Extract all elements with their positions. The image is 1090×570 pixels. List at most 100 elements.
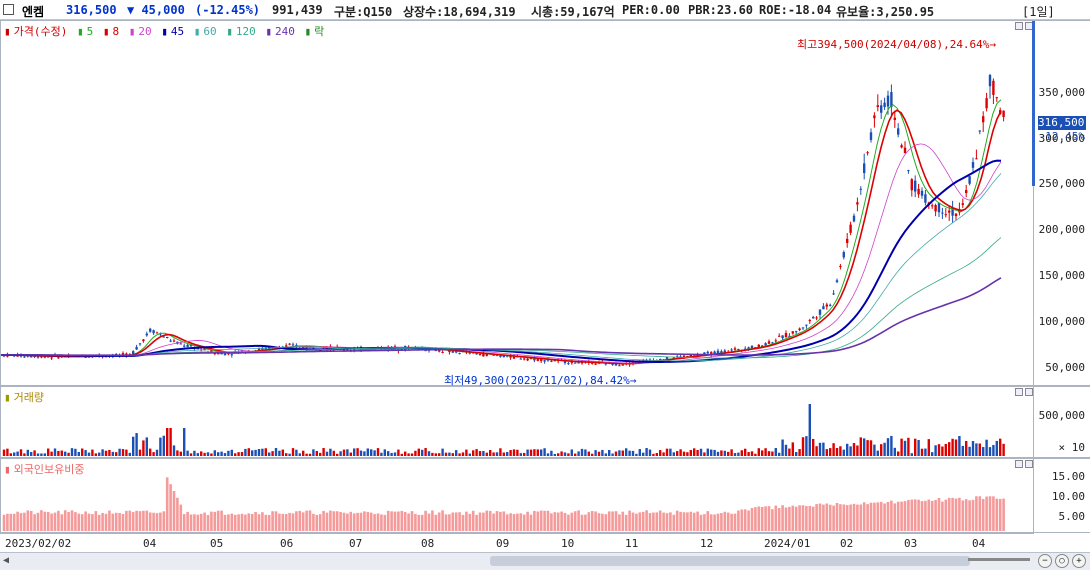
price-chart[interactable] xyxy=(1,21,1033,385)
foreign-bar xyxy=(924,500,927,531)
volume-bar xyxy=(234,453,237,456)
candle-body xyxy=(992,80,995,95)
legend-lock[interactable]: 락 xyxy=(314,25,325,38)
foreign-maximize-icon[interactable] xyxy=(1025,460,1033,468)
foreign-bar xyxy=(648,513,652,531)
foreign-bar xyxy=(70,510,74,531)
volume-bar xyxy=(716,451,720,456)
volume-bar xyxy=(920,448,924,456)
panel-minimize-icon[interactable] xyxy=(1015,22,1023,30)
foreign-chart[interactable] xyxy=(1,459,1033,532)
per-value: PER:0.00 xyxy=(622,3,680,17)
legend-ma5[interactable]: 5 xyxy=(86,25,94,38)
foreign-bar xyxy=(172,491,176,531)
foreign-bar xyxy=(937,498,941,531)
volume-bar xyxy=(506,452,509,456)
volume-bar xyxy=(434,453,437,456)
x-label: 08 xyxy=(421,537,435,550)
candle-body xyxy=(907,170,910,172)
foreign-bar xyxy=(74,512,77,531)
candle-body xyxy=(482,352,485,357)
stock-name[interactable]: 엔켐 xyxy=(22,5,45,19)
foreign-bar xyxy=(233,514,237,531)
period-selector[interactable]: [1일] xyxy=(1022,5,1055,19)
horizontal-scrollbar[interactable] xyxy=(490,556,970,566)
candle-body xyxy=(33,356,36,358)
zoom-out-icon[interactable]: − xyxy=(1038,554,1052,568)
foreign-bar xyxy=(822,504,825,531)
candle-body xyxy=(713,351,716,354)
price-change: ▼ 45,000 xyxy=(127,3,185,17)
candle-body xyxy=(135,346,138,350)
candle-body xyxy=(577,361,580,364)
legend-ma8[interactable]: 8 xyxy=(112,25,120,38)
legend-ma45[interactable]: 45 xyxy=(170,25,185,38)
select-checkbox[interactable] xyxy=(3,4,14,15)
volume-minimize-icon[interactable] xyxy=(1015,388,1023,396)
volume-maximize-icon[interactable] xyxy=(1025,388,1033,396)
candle-body xyxy=(257,348,261,351)
foreign-bar xyxy=(737,510,740,531)
candle-body xyxy=(495,354,499,356)
zoom-slider[interactable] xyxy=(968,558,1030,561)
legend-ma240[interactable]: 240 xyxy=(274,25,295,38)
float-ratio: 유보율:3,250.95 xyxy=(836,5,935,19)
foreign-bar xyxy=(764,506,767,531)
candle-body xyxy=(859,188,862,190)
legend-ma120[interactable]: 120 xyxy=(235,25,256,38)
volume-bar xyxy=(274,448,278,456)
volume-bar xyxy=(149,448,152,456)
foreign-legend-label[interactable]: 외국인보유비중 xyxy=(13,463,85,476)
candle-body xyxy=(43,356,46,358)
scroll-left-icon[interactable]: ◀ xyxy=(3,555,10,566)
foreign-bar xyxy=(420,514,424,531)
foreign-bar xyxy=(869,502,873,531)
volume-bar xyxy=(60,450,63,456)
x-label: 06 xyxy=(280,537,294,550)
volume-bar xyxy=(689,449,692,456)
candle-body xyxy=(771,342,774,344)
candle-body xyxy=(152,330,155,334)
legend-price[interactable]: 가격(수정) xyxy=(13,25,68,38)
volume-bar xyxy=(261,448,264,456)
volume-bar xyxy=(676,451,679,456)
candle-body xyxy=(499,355,502,357)
volume-bar xyxy=(210,453,213,456)
candle-body xyxy=(87,356,91,358)
foreign-bar xyxy=(6,513,9,531)
volume-bar xyxy=(625,448,628,456)
volume-bar xyxy=(16,451,19,456)
volume-bar xyxy=(560,451,563,456)
volume-bar xyxy=(169,428,172,456)
volume-bar xyxy=(659,450,662,456)
candle-body xyxy=(903,147,907,154)
legend-ma20[interactable]: 20 xyxy=(138,25,152,38)
volume-bar xyxy=(540,449,543,456)
foreign-bar xyxy=(267,514,271,531)
volume-bar xyxy=(672,452,675,456)
volume-legend-label[interactable]: 거래량 xyxy=(13,391,44,404)
candle-body xyxy=(155,332,159,334)
foreign-bar xyxy=(968,500,971,531)
candle-body xyxy=(798,328,801,331)
volume-axis: 500,000 × 10 xyxy=(1034,386,1090,458)
volume-chart[interactable] xyxy=(1,387,1033,457)
zoom-in-icon[interactable]: + xyxy=(1072,554,1086,568)
volume-bar xyxy=(631,450,635,456)
foreign-bar xyxy=(417,514,421,531)
zoom-reset-icon[interactable]: ○ xyxy=(1055,554,1069,568)
foreign-bar xyxy=(366,511,370,531)
volume-bar xyxy=(961,445,964,456)
volume-bar xyxy=(342,449,346,456)
legend-ma60[interactable]: 60 xyxy=(203,25,217,38)
volume-bar xyxy=(118,448,121,456)
foreign-bar xyxy=(359,512,363,531)
candle-body xyxy=(30,356,33,358)
foreign-minimize-icon[interactable] xyxy=(1015,460,1023,468)
volume-bar xyxy=(400,453,403,456)
candle-body xyxy=(747,347,750,350)
volume-bar xyxy=(883,442,886,456)
volume-bar xyxy=(553,453,556,456)
foreign-bar xyxy=(495,511,499,531)
foreign-bar xyxy=(981,498,985,531)
